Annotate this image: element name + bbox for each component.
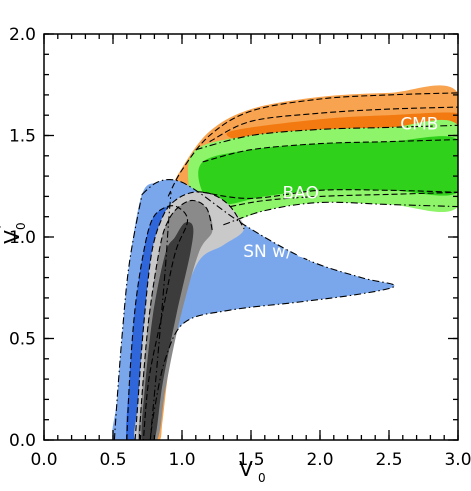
region-label-sn: SN w/ sys	[243, 242, 325, 262]
x-tick-label: 1.5	[237, 450, 264, 470]
region-label-bao: BAO	[282, 183, 318, 203]
x-tick-label: 0.0	[30, 450, 57, 470]
contour-line-10	[134, 191, 245, 440]
x-axis-title-subscript: 0	[258, 471, 266, 485]
contour-line-2	[209, 106, 458, 143]
x-tick-label: 0.5	[99, 450, 126, 470]
region-bao-68-	[198, 136, 458, 205]
contour-line-3	[195, 124, 458, 151]
y-axis-title-main: V	[0, 230, 24, 244]
y-tick-label: 0.5	[9, 330, 36, 350]
x-axis-title-main: V	[239, 457, 253, 481]
y-tick-label: 2.0	[9, 25, 36, 45]
contour-line-5	[202, 139, 458, 163]
axis-ticks: 0.0 0.5 1.0 1.5 2.0 2.5 3.0 0.0 0.5 1.0 1.5 2.0	[9, 25, 471, 470]
y-tick-label: 0.0	[9, 431, 36, 451]
x-tick-label: 3.0	[444, 450, 471, 470]
contour-lines	[113, 92, 458, 440]
x-tick-label: 2.5	[375, 450, 402, 470]
x-tick-label: 2.0	[306, 450, 333, 470]
contour-line-8	[113, 194, 143, 440]
y-tick-label: 1.0	[9, 228, 36, 248]
y-axis-title-prime: ′	[0, 223, 17, 228]
y-tick-label: 1.5	[9, 127, 36, 147]
region-label-cmb: CMB	[400, 114, 438, 134]
contour-line-7	[141, 179, 396, 440]
region-combined-68-	[141, 222, 194, 440]
x-axis-title: V 0	[239, 457, 265, 485]
y-axis-title: V 0 ′	[0, 222, 28, 243]
contour-line-12	[149, 192, 172, 440]
contour-line-4	[223, 201, 458, 226]
x-tick-label: 1.0	[168, 450, 195, 470]
y-axis-title-subscript: 0	[14, 222, 28, 230]
contour-line-0	[167, 92, 458, 197]
contour-line-6	[202, 189, 458, 199]
contour-line-1	[230, 191, 458, 208]
